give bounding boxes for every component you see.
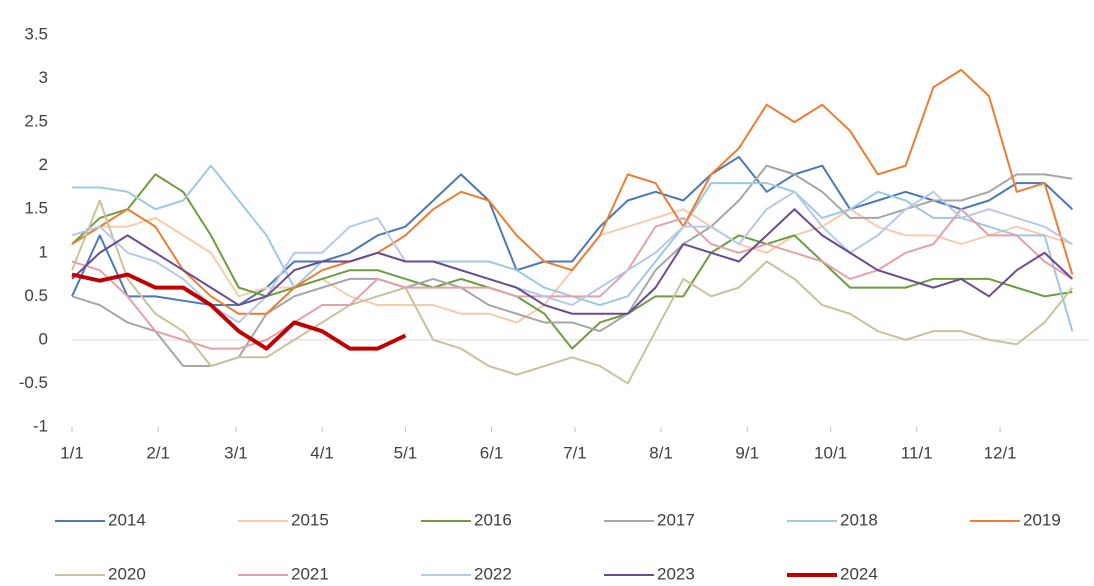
x-tick-label: 6/1 (480, 443, 504, 462)
x-tick-label: 2/1 (146, 443, 170, 462)
x-tick-label: 11/1 (901, 443, 933, 462)
y-tick-label: 3.5 (24, 24, 48, 43)
y-tick-label: 1 (39, 242, 48, 261)
y-tick-label: 2 (39, 155, 48, 174)
x-tick-label: 7/1 (563, 443, 587, 462)
y-tick-label: -1 (33, 416, 48, 435)
x-tick-label: 1/1 (60, 443, 84, 462)
legend-label: 2024 (840, 564, 878, 583)
y-tick-label: 1.5 (24, 199, 48, 218)
y-tick-label: -0.5 (19, 373, 48, 392)
legend-label: 2017 (657, 510, 695, 529)
x-tick-label: 9/1 (735, 443, 759, 462)
legend-label: 2021 (291, 564, 329, 583)
y-tick-label: 2.5 (24, 112, 48, 131)
legend-label: 2015 (291, 510, 329, 529)
legend-label: 2016 (474, 510, 512, 529)
series-line (71, 199, 1074, 385)
legend-label: 2020 (108, 564, 146, 583)
series-line (71, 208, 1073, 350)
x-tick-label: 10/1 (814, 443, 847, 462)
series-line (71, 190, 1073, 324)
legend-label: 2014 (108, 510, 146, 529)
y-tick-label: 0 (39, 329, 48, 348)
series-line (71, 68, 1074, 315)
x-tick-label: 4/1 (310, 443, 334, 462)
series-line (71, 164, 1073, 368)
legend-label: 2022 (474, 564, 512, 583)
legend-label: 2018 (840, 510, 878, 529)
x-tick-label: 5/1 (394, 443, 418, 462)
series-line (71, 173, 1073, 350)
series-line (71, 208, 1074, 315)
series-line (71, 272, 407, 351)
y-tick-label: 3 (39, 68, 48, 87)
x-tick-label: 12/1 (984, 443, 1017, 462)
x-tick-label: 8/1 (649, 443, 673, 462)
legend-label: 2023 (657, 564, 695, 583)
legend-label: 2019 (1023, 510, 1061, 529)
y-tick-label: 0.5 (24, 286, 48, 305)
x-tick-label: 3/1 (224, 443, 248, 462)
